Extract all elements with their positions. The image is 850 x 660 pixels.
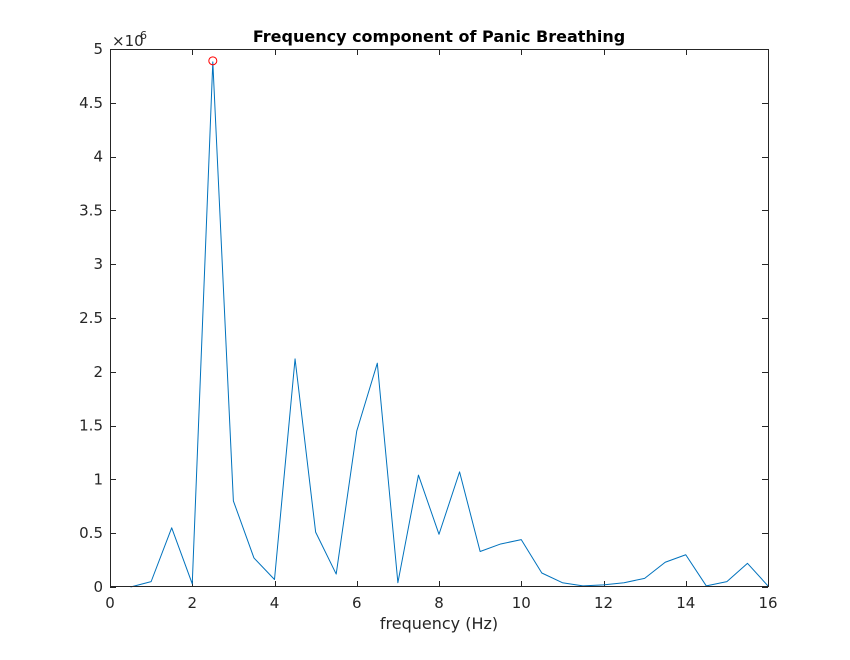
y-tick-label: 0.5 <box>79 524 103 542</box>
y-tick-label: 3.5 <box>79 201 103 219</box>
peak-marker <box>208 56 218 66</box>
y-tick-label: 1.5 <box>79 417 103 435</box>
y-tick-label: 4.5 <box>79 94 103 112</box>
y-tick-label: 3 <box>93 255 103 273</box>
series-line <box>130 61 769 588</box>
x-tick-label: 16 <box>758 594 777 612</box>
y-exponent-base: ×10 <box>112 32 144 50</box>
y-tick-label: 4 <box>93 148 103 166</box>
y-tick-label: 1 <box>93 470 103 488</box>
y-tick-label: 2 <box>93 363 103 381</box>
x-tick-label: 12 <box>594 594 613 612</box>
x-tick-label: 6 <box>352 594 362 612</box>
x-tick-label: 4 <box>270 594 280 612</box>
chart-title: Frequency component of Panic Breathing <box>253 27 625 46</box>
x-tick-labels: 0 2 4 6 8 10 12 14 16 <box>105 594 777 612</box>
x-tick-label: 10 <box>512 594 531 612</box>
plot-frame <box>110 49 769 587</box>
x-tick-label: 8 <box>434 594 444 612</box>
x-tick-label: 14 <box>676 594 695 612</box>
y-tick-label: 2.5 <box>79 309 103 327</box>
y-tick-label: 0 <box>93 578 103 596</box>
y-exponent-power: 6 <box>140 29 147 42</box>
plot-background <box>110 49 768 587</box>
y-tick-labels: 0 0.5 1 1.5 2 2.5 3 3.5 4 4.5 5 <box>79 40 103 596</box>
x-tick-label: 0 <box>105 594 115 612</box>
y-tick-label: 5 <box>93 40 103 58</box>
x-tick-label: 2 <box>187 594 197 612</box>
x-axis-title: frequency (Hz) <box>380 614 498 633</box>
